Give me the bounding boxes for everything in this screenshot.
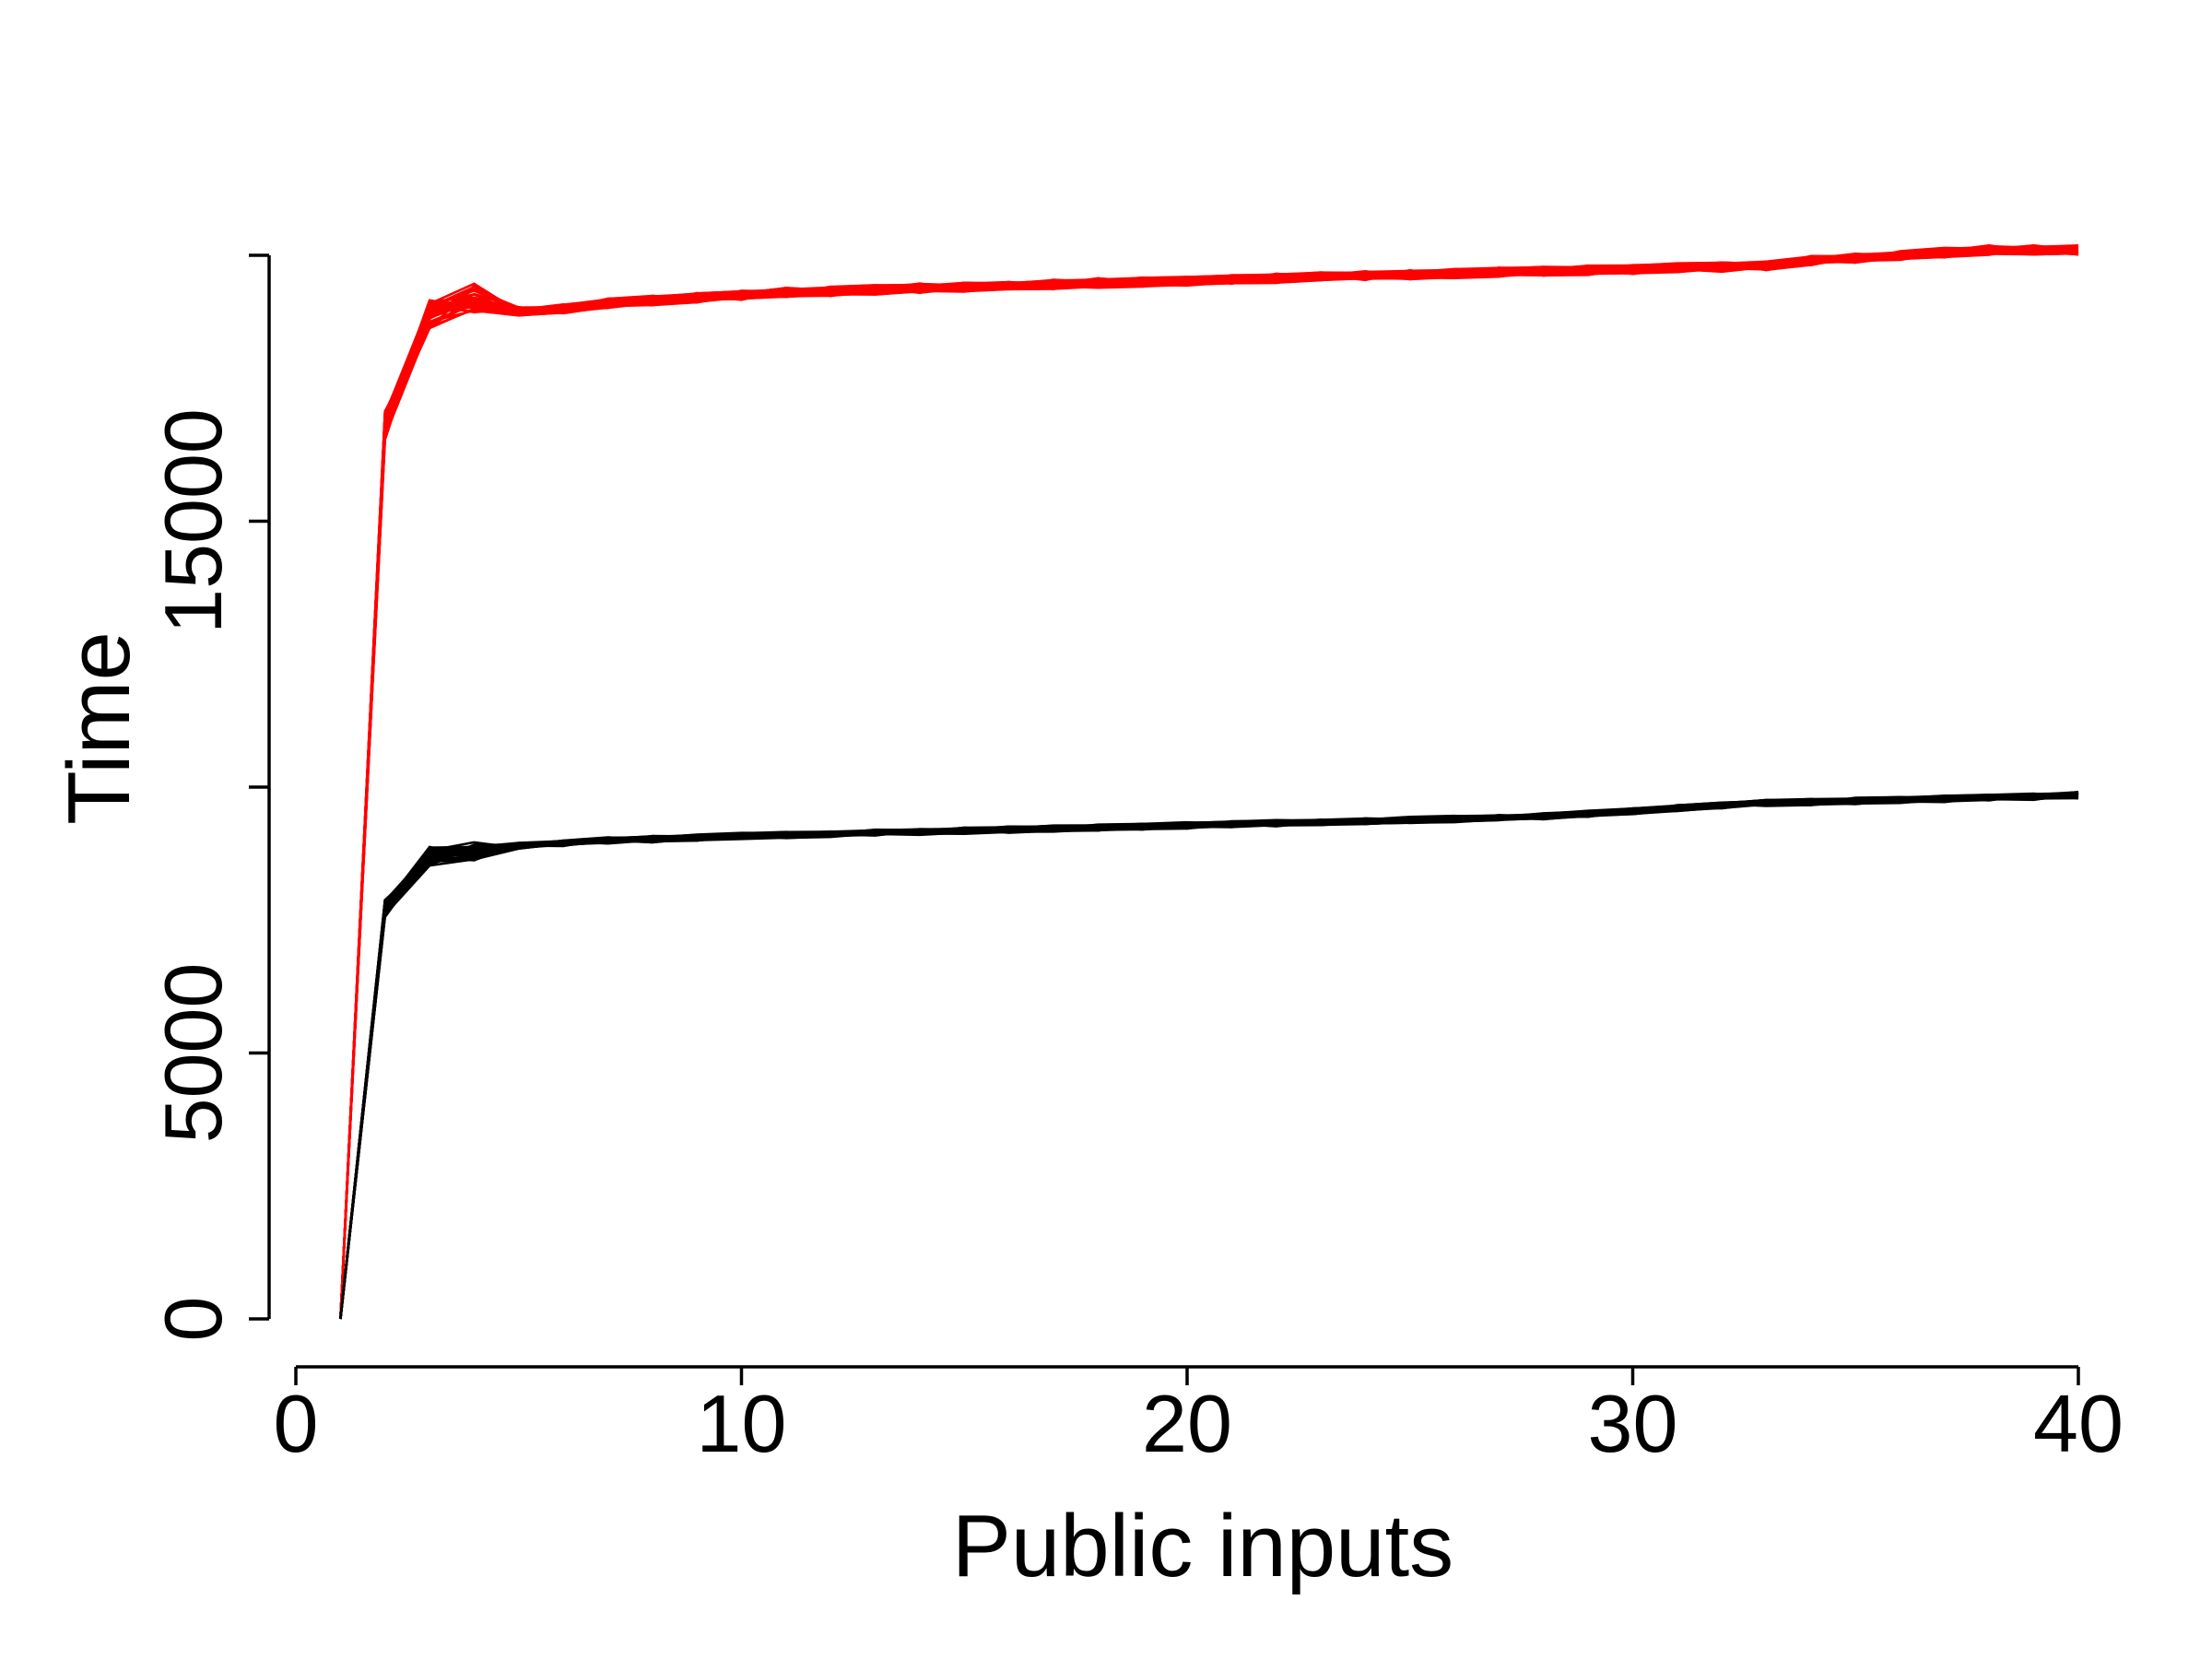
- series-line: [339, 794, 2079, 1320]
- series-line: [339, 792, 2079, 1320]
- series-group-1: [339, 243, 2079, 1320]
- series-line: [339, 794, 2079, 1320]
- series-line: [339, 247, 2079, 1320]
- x-tick-label: 30: [1588, 1378, 1678, 1469]
- series-line: [339, 792, 2079, 1320]
- series-line: [339, 794, 2079, 1320]
- series-line: [339, 251, 2079, 1320]
- series-line: [339, 244, 2079, 1320]
- series-line: [339, 791, 2079, 1320]
- series-line: [339, 245, 2079, 1320]
- series-line: [339, 247, 2079, 1320]
- series-line: [339, 246, 2079, 1320]
- series-line: [339, 793, 2079, 1320]
- series-line: [339, 245, 2079, 1320]
- series-line: [339, 794, 2079, 1320]
- y-tick-label: 5000: [147, 963, 239, 1144]
- series-line: [339, 791, 2079, 1320]
- series-line: [339, 247, 2079, 1320]
- x-axis-title: Public inputs: [952, 1497, 1453, 1595]
- series-line: [339, 793, 2079, 1320]
- series-line: [339, 792, 2079, 1320]
- series-line: [339, 250, 2079, 1320]
- series-line: [339, 793, 2079, 1320]
- series-line: [339, 791, 2079, 1320]
- series-line: [339, 245, 2079, 1320]
- series-line: [339, 794, 2079, 1320]
- series-line: [339, 794, 2079, 1320]
- series-line: [339, 791, 2079, 1320]
- series-line: [339, 244, 2079, 1320]
- series-line: [339, 246, 2079, 1320]
- series-line: [339, 252, 2079, 1320]
- series-line: [339, 792, 2079, 1320]
- series-line: [339, 794, 2079, 1320]
- series-line: [339, 248, 2079, 1320]
- series-line: [339, 791, 2079, 1320]
- y-tick-label: 15000: [147, 408, 239, 634]
- x-tick-label: 20: [1142, 1378, 1232, 1469]
- series-group-2: [339, 791, 2079, 1320]
- series-line: [339, 244, 2079, 1320]
- series-line: [339, 248, 2079, 1320]
- series-line: [339, 243, 2079, 1320]
- series-line: [339, 245, 2079, 1320]
- series-line: [339, 244, 2079, 1320]
- series-line: [339, 244, 2079, 1320]
- x-tick-label: 10: [697, 1378, 787, 1469]
- series-layer: [339, 243, 2079, 1320]
- series-line: [339, 793, 2079, 1320]
- series-line: [339, 247, 2079, 1320]
- series-line: [339, 792, 2079, 1320]
- series-line: [339, 244, 2079, 1320]
- series-line: [339, 246, 2079, 1320]
- series-line: [339, 794, 2079, 1320]
- series-line: [339, 792, 2079, 1320]
- series-line: [339, 791, 2079, 1320]
- series-line: [339, 248, 2079, 1320]
- series-line: [339, 246, 2079, 1320]
- y-tick-label: 0: [147, 1297, 239, 1342]
- series-line: [339, 793, 2079, 1320]
- series-line: [339, 245, 2079, 1320]
- x-tick-label: 40: [2033, 1378, 2124, 1469]
- series-line: [339, 244, 2079, 1320]
- x-tick-label: 0: [274, 1378, 319, 1469]
- series-line: [339, 248, 2079, 1320]
- y-axis-title: Time: [50, 631, 148, 825]
- series-line: [339, 244, 2079, 1320]
- series-line: [339, 793, 2079, 1320]
- series-line: [339, 243, 2079, 1320]
- series-line: [339, 794, 2079, 1320]
- series-line: [339, 792, 2079, 1320]
- series-line: [339, 793, 2079, 1320]
- series-line: [339, 793, 2079, 1320]
- axes-layer: 0 10 20 30 40 0 5000 15000: [147, 253, 2124, 1469]
